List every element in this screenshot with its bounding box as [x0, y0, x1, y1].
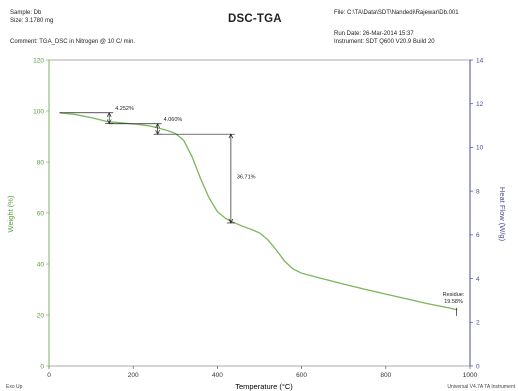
- y-axis-label: Weight (%): [6, 195, 15, 232]
- y-tick-label: 100: [33, 108, 44, 115]
- residue-value: 19.58%: [444, 299, 463, 305]
- y-tick-label: 20: [37, 312, 45, 319]
- y2-tick-label: 4: [476, 276, 480, 283]
- plot-frame: [48, 59, 471, 367]
- y2-tick-label: 14: [476, 57, 484, 64]
- y2-tick-label: 0: [476, 363, 480, 370]
- weight-series-line: [59, 112, 458, 311]
- step-loss-label: 36.71%: [237, 175, 256, 181]
- x-tick-label: 800: [380, 372, 391, 379]
- y-tick-label: 0: [40, 363, 44, 370]
- x-tick-label: 400: [212, 372, 223, 379]
- step-arrowhead-up: [155, 122, 160, 128]
- residue-label: Residue:: [443, 292, 465, 298]
- y2-tick-label: 8: [476, 188, 480, 195]
- chart-axes: 0 200 400 600 800 1000 0 20 40 60 80 100 120 0 2 4 6 8 10 1…: [33, 57, 483, 379]
- y2-tick-label: 6: [476, 232, 480, 239]
- y-tick-label: 80: [37, 159, 45, 166]
- step-arrowhead-up: [106, 112, 112, 117]
- y-tick-label: 40: [37, 261, 45, 268]
- exo-up-label: Exo Up: [6, 384, 23, 390]
- x-tick-label: 1000: [463, 372, 478, 379]
- y2-tick-label: 2: [476, 320, 480, 327]
- chart-plot: [59, 112, 458, 311]
- y2-axis-label: Heat Flow (W/g): [498, 187, 507, 242]
- instrument-label: Instrument: SDT Q600 V20.9 Build 20: [334, 39, 435, 45]
- y2-tick-label: 12: [476, 101, 484, 108]
- run-date-label: Run Date: 26-Mar-2014 15:37: [334, 31, 414, 37]
- x-tick-label: 200: [128, 372, 139, 379]
- y-tick-label: 120: [33, 57, 44, 64]
- x-tick-label: 600: [296, 372, 307, 379]
- step-loss-label: 4.252%: [115, 106, 134, 112]
- step-loss-label: 4.060%: [164, 117, 183, 123]
- comment-label: Comment: TGA_DSC in Nitrogen @ 10 C/ min…: [10, 39, 136, 45]
- step-arrowhead-up: [228, 133, 234, 139]
- chart-annotations: 4.252% 4.060% 36.71% Residue:19.58%: [59, 106, 465, 316]
- y2-tick-label: 10: [476, 145, 484, 152]
- y-tick-label: 60: [37, 210, 45, 217]
- x-axis-label: Temperature (°C): [235, 382, 293, 391]
- x-tick-label: 0: [47, 372, 51, 379]
- sample-label: Sample: Db: [10, 10, 42, 16]
- chart-title: DSC-TGA: [228, 13, 282, 25]
- software-label: Universal V4.7A TA Instrument: [447, 384, 515, 390]
- file-label: File: C:\TA\Data\SDT\Nandedi\Rajewar\Db.…: [334, 10, 459, 16]
- size-label: Size: 3.1780 mg: [10, 18, 54, 24]
